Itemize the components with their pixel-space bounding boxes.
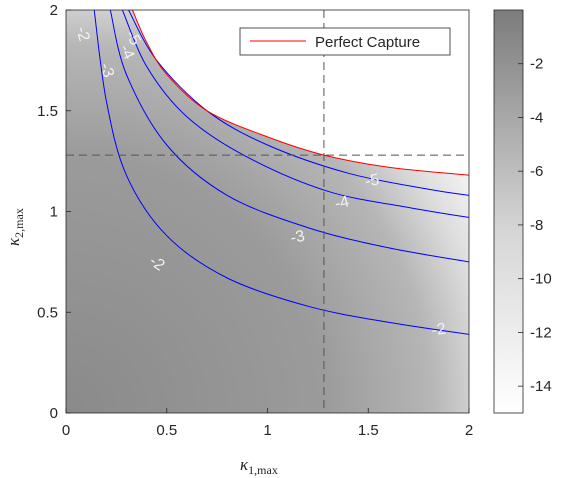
colorbar-ticks: -2 -4 -6 -8 -10 -12 -14 bbox=[518, 56, 552, 395]
x-tick-label-1: 0.5 bbox=[156, 422, 177, 439]
y-tick-label-0: 0 bbox=[50, 405, 58, 422]
y-tick-label-4: 2 bbox=[50, 2, 58, 19]
x-tick-label-3: 1.5 bbox=[358, 422, 379, 439]
contour-label-6: -4 bbox=[116, 42, 137, 62]
contour-line-3 bbox=[121, 10, 469, 218]
colorbar-tick-label-4: -10 bbox=[530, 271, 552, 288]
colorbar-tick-label-3: -8 bbox=[530, 217, 543, 234]
contour-label-9: -5 bbox=[364, 171, 381, 190]
colorbar-tick-label-5: -12 bbox=[530, 324, 552, 341]
legend: Perfect Capture bbox=[239, 27, 451, 56]
legend-label-perfect-capture: Perfect Capture bbox=[315, 34, 420, 51]
colorbar-tick-label-1: -4 bbox=[530, 109, 543, 126]
y-axis-label-main: κ bbox=[4, 237, 23, 246]
colorbar-tick-label-6: -14 bbox=[530, 378, 552, 395]
x-axis-label-sub: 1,max bbox=[248, 463, 278, 477]
contour-label-1: -2 bbox=[72, 25, 92, 43]
y-axis-label-sub: 2,max bbox=[12, 208, 26, 238]
x-tick-label-4: 2 bbox=[465, 422, 473, 439]
contour-line-1 bbox=[93, 10, 469, 335]
colorbar-gradient bbox=[493, 9, 524, 414]
perfect-capture-line bbox=[132, 10, 469, 176]
y-ticks: 0 0.5 1 1.5 2 bbox=[37, 2, 71, 422]
contour-lines bbox=[93, 10, 469, 335]
colorbar-tick-label-2: -6 bbox=[530, 163, 543, 180]
contour-label-5: -3 bbox=[289, 228, 307, 248]
contour-label-7: -4 bbox=[333, 193, 351, 213]
x-tick-label-0: 0 bbox=[62, 422, 70, 439]
contour-line-2 bbox=[109, 10, 469, 263]
contour-label-4: -3 bbox=[96, 61, 117, 80]
x-tick-label-2: 1 bbox=[263, 422, 271, 439]
colorbar-tick-label-0: -2 bbox=[530, 56, 543, 73]
x-axis-label: κ1,max bbox=[240, 455, 278, 477]
colorbar: -2 -4 -6 -8 -10 -12 -14 bbox=[493, 9, 552, 414]
y-axis-label: κ2,max bbox=[4, 208, 26, 246]
x-axis-label-main: κ bbox=[240, 455, 249, 474]
y-tick-label-3: 1.5 bbox=[37, 103, 58, 120]
y-tick-label-2: 1 bbox=[50, 204, 58, 221]
x-ticks: 0 0.5 1 1.5 2 bbox=[62, 408, 473, 439]
plot-area: -2-2-2-3-3-4-4-5-5 bbox=[66, 10, 469, 413]
reference-lines bbox=[66, 10, 469, 413]
y-tick-label-1: 0.5 bbox=[37, 304, 58, 321]
contour-label-3: -2 bbox=[431, 321, 448, 340]
